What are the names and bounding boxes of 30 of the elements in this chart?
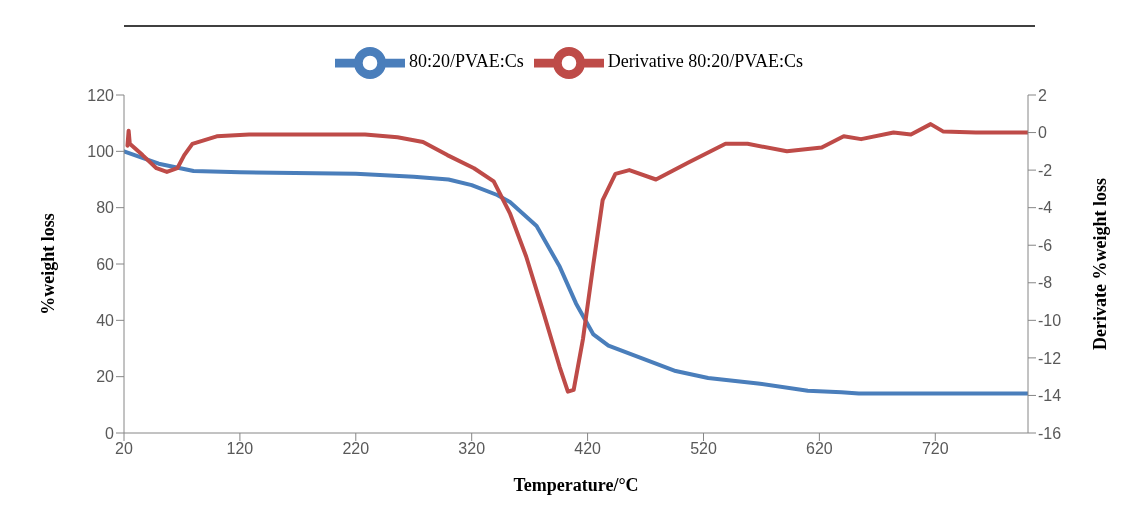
legend-label: 80:20/PVAE:Cs [409, 51, 524, 72]
y-tick-label: 60 [96, 255, 115, 273]
y-tick-label: 40 [96, 312, 115, 330]
x-tick-label: 20 [115, 440, 133, 458]
y2-tick-label: -2 [1038, 161, 1053, 179]
x-tick-label: 220 [342, 440, 370, 458]
y2-tick-label: -14 [1038, 387, 1062, 405]
y2-tick-label: -4 [1038, 199, 1053, 217]
y2-tick-label: -16 [1038, 424, 1062, 442]
y2-tick-label: 0 [1038, 124, 1047, 142]
x-tick-label: 320 [458, 440, 486, 458]
y2-tick-label: -10 [1038, 312, 1062, 330]
x-tick-label: 720 [921, 440, 949, 458]
x-tick-label: 620 [806, 440, 833, 458]
x-tick-label: 520 [690, 440, 717, 458]
y2-tick-label: -12 [1038, 349, 1062, 367]
x-tick-label: 120 [226, 440, 254, 458]
y-tick-label: 100 [87, 143, 115, 161]
y-tick-label: 80 [96, 199, 115, 217]
y-tick-label: 0 [105, 424, 115, 442]
y2-axis-title: Derivate %weight loss [1090, 178, 1111, 350]
y2-tick-label: -8 [1038, 274, 1053, 292]
y-axis-title: %weight loss [38, 213, 59, 315]
x-axis-title: Temperature/°C [513, 475, 639, 495]
y2-tick-label: -6 [1038, 236, 1053, 254]
x-tick-label: 420 [574, 440, 602, 458]
y2-tick-label: 2 [1038, 86, 1047, 104]
y-tick-label: 120 [87, 86, 115, 104]
legend-label: Derivative 80:20/PVAE:Cs [607, 51, 803, 72]
y-tick-label: 20 [96, 368, 115, 386]
